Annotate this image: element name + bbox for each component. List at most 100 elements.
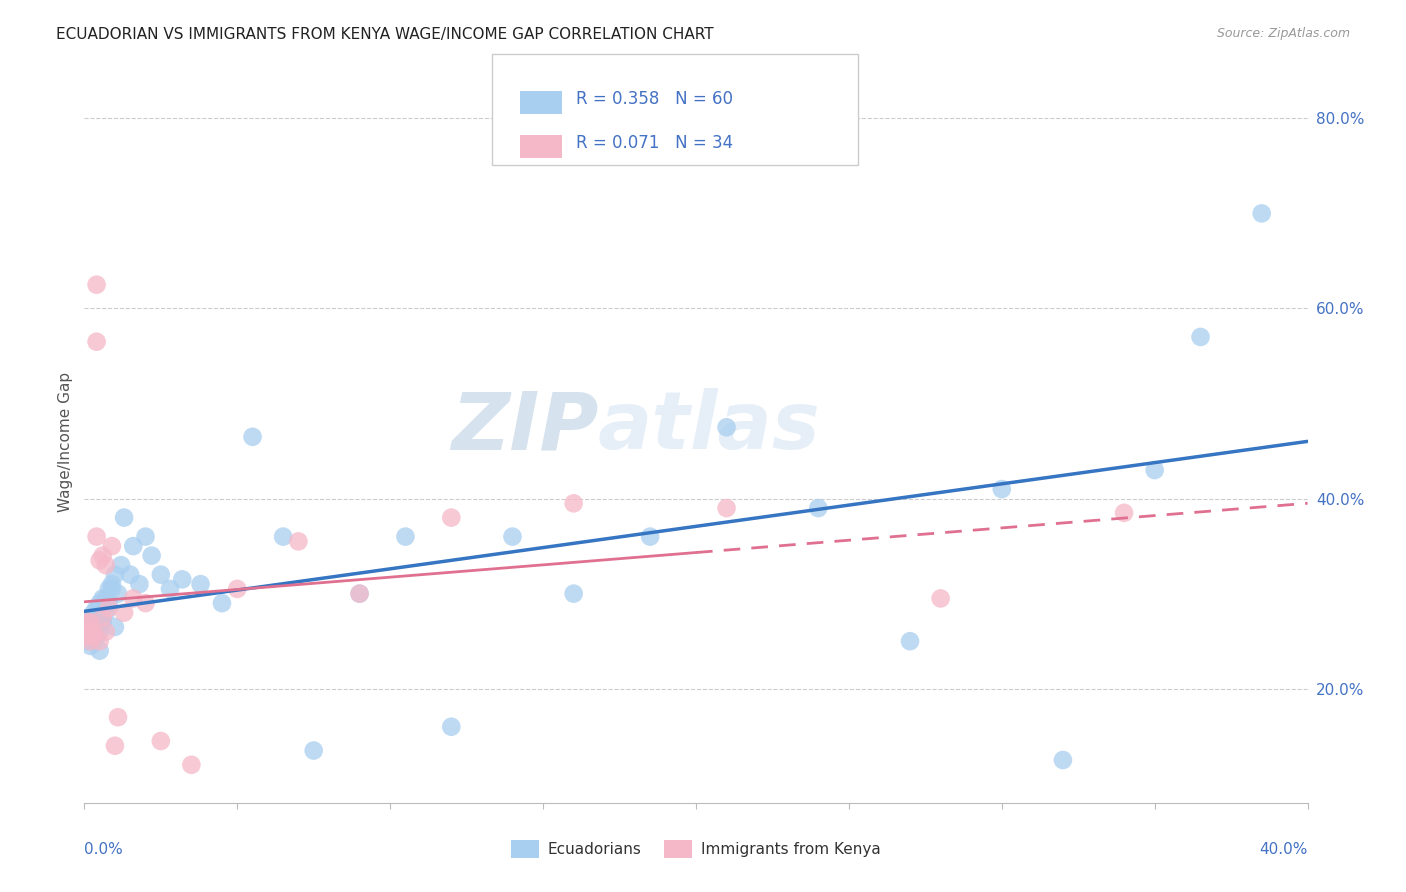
Point xyxy=(349,587,371,601)
Point xyxy=(89,596,111,610)
Point xyxy=(440,720,463,734)
Point xyxy=(79,624,101,639)
Point xyxy=(79,615,101,630)
Point xyxy=(94,558,117,573)
Point xyxy=(79,639,101,653)
Point xyxy=(76,615,98,630)
Point xyxy=(128,577,150,591)
Point xyxy=(638,530,661,544)
Point xyxy=(502,530,524,544)
Text: ECUADORIAN VS IMMIGRANTS FROM KENYA WAGE/INCOME GAP CORRELATION CHART: ECUADORIAN VS IMMIGRANTS FROM KENYA WAGE… xyxy=(56,27,714,42)
Point xyxy=(122,539,145,553)
Point xyxy=(110,558,132,573)
Point xyxy=(89,643,111,657)
Point xyxy=(76,629,98,643)
Point xyxy=(91,610,114,624)
Point xyxy=(91,591,114,606)
Point xyxy=(1250,206,1272,220)
Point xyxy=(104,739,127,753)
Point xyxy=(101,582,124,596)
Text: R = 0.071   N = 34: R = 0.071 N = 34 xyxy=(576,134,734,152)
Point xyxy=(83,624,105,639)
Point xyxy=(898,634,921,648)
Point xyxy=(79,629,101,643)
Point xyxy=(929,591,952,606)
Point xyxy=(104,567,127,582)
Point xyxy=(86,620,108,634)
Point xyxy=(135,596,157,610)
Point xyxy=(562,496,585,510)
Point xyxy=(97,601,120,615)
Text: atlas: atlas xyxy=(598,388,821,467)
Point xyxy=(149,734,172,748)
Point xyxy=(101,577,124,591)
Point xyxy=(86,334,108,349)
Point xyxy=(76,615,98,630)
Text: Source: ZipAtlas.com: Source: ZipAtlas.com xyxy=(1216,27,1350,40)
Point xyxy=(86,615,108,630)
Point xyxy=(89,553,111,567)
Point xyxy=(349,587,371,601)
Point xyxy=(1114,506,1136,520)
Text: 40.0%: 40.0% xyxy=(1260,842,1308,856)
Point xyxy=(1189,330,1212,344)
Point xyxy=(112,606,135,620)
Point xyxy=(180,757,202,772)
Point xyxy=(226,582,249,596)
Point xyxy=(394,530,416,544)
Point xyxy=(141,549,163,563)
Point xyxy=(101,539,124,553)
Point xyxy=(83,629,105,643)
Point xyxy=(83,610,105,624)
Point xyxy=(83,615,105,630)
Point xyxy=(79,634,101,648)
Text: 0.0%: 0.0% xyxy=(84,842,124,856)
Point xyxy=(89,610,111,624)
Point xyxy=(89,634,111,648)
Point xyxy=(190,577,212,591)
Point xyxy=(76,620,98,634)
Point xyxy=(76,620,98,634)
Point xyxy=(86,601,108,615)
Point xyxy=(120,567,142,582)
Point xyxy=(122,591,145,606)
Point xyxy=(94,624,117,639)
Point xyxy=(562,587,585,601)
Point xyxy=(97,596,120,610)
Point xyxy=(112,510,135,524)
Point xyxy=(807,501,830,516)
Point xyxy=(79,610,101,624)
Point xyxy=(91,615,114,630)
Point xyxy=(91,549,114,563)
Point xyxy=(1143,463,1166,477)
Point xyxy=(94,591,117,606)
Y-axis label: Wage/Income Gap: Wage/Income Gap xyxy=(58,371,73,512)
Point xyxy=(79,624,101,639)
Point xyxy=(716,420,738,434)
Point xyxy=(83,629,105,643)
Point xyxy=(135,530,157,544)
Point xyxy=(242,430,264,444)
Point xyxy=(302,743,325,757)
Point xyxy=(83,606,105,620)
Point xyxy=(1052,753,1074,767)
Point xyxy=(287,534,309,549)
Point xyxy=(991,482,1014,496)
Point xyxy=(97,582,120,596)
Point xyxy=(76,634,98,648)
Point xyxy=(83,624,105,639)
Legend: Ecuadorians, Immigrants from Kenya: Ecuadorians, Immigrants from Kenya xyxy=(505,834,887,863)
Point xyxy=(271,530,294,544)
Text: ZIP: ZIP xyxy=(451,388,598,467)
Point xyxy=(94,606,117,620)
Point xyxy=(716,501,738,516)
Point xyxy=(172,573,194,587)
Text: R = 0.358   N = 60: R = 0.358 N = 60 xyxy=(576,89,734,108)
Point xyxy=(86,277,108,292)
Point xyxy=(440,510,463,524)
Point xyxy=(159,582,181,596)
Point xyxy=(149,567,172,582)
Point xyxy=(86,629,108,643)
Point xyxy=(211,596,233,610)
Point xyxy=(107,710,129,724)
